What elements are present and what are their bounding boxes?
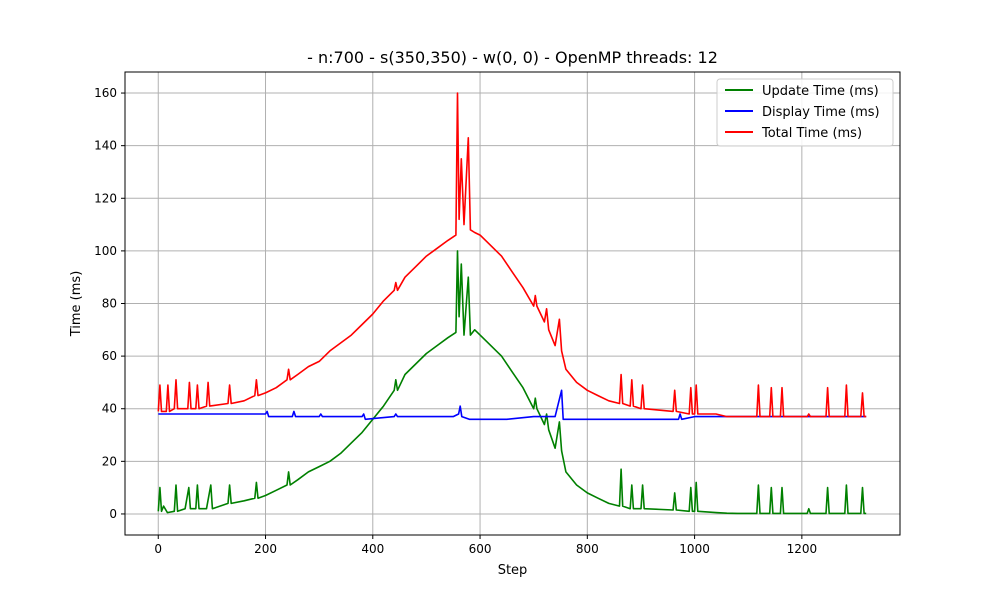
x-tick-label: 0 — [154, 542, 162, 556]
x-tick-label: 600 — [469, 542, 492, 556]
y-tick-label: 140 — [94, 139, 117, 153]
y-tick-label: 100 — [94, 244, 117, 258]
x-axis-label: Step — [498, 563, 528, 578]
y-tick-label: 60 — [102, 349, 117, 363]
legend: Update Time (ms) Display Time (ms) Total T… — [716, 78, 894, 147]
series-line-1 — [157, 250, 867, 515]
legend-label: Update Time (ms) — [762, 84, 879, 99]
x-axis: 0 200 400 600 800 1000 1200 — [154, 535, 817, 556]
y-tick-label: 120 — [94, 191, 117, 205]
x-tick-label: 800 — [576, 542, 599, 556]
x-tick-label: 200 — [254, 542, 277, 556]
x-tick-label: 1000 — [679, 542, 710, 556]
series-line-2 — [158, 389, 867, 421]
x-tick-label: 400 — [361, 542, 384, 556]
y-axis-label: Time (ms) — [69, 271, 84, 338]
x-tick-label: 1200 — [787, 542, 818, 556]
series-line-3 — [157, 92, 867, 418]
y-tick-label: 40 — [102, 402, 117, 416]
y-axis: 0 20 40 60 80 100 120 140 160 — [94, 86, 125, 521]
y-tick-label: 20 — [102, 454, 117, 468]
legend-label: Total Time (ms) — [761, 126, 862, 141]
y-tick-label: 160 — [94, 86, 117, 100]
chart-title: - n:700 - s(350,350) - w(0, 0) - OpenMP … — [307, 48, 718, 67]
y-tick-label: 80 — [102, 297, 117, 311]
legend-label: Display Time (ms) — [762, 105, 880, 120]
y-tick-label: 0 — [109, 507, 117, 521]
series-layer — [157, 92, 867, 515]
legend-box — [716, 78, 894, 147]
